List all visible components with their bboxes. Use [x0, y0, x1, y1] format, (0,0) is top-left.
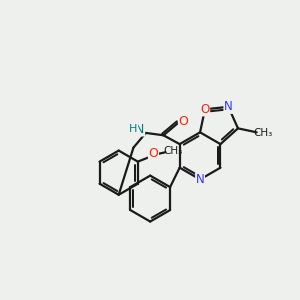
Text: CH₃: CH₃: [164, 146, 183, 156]
Text: O: O: [148, 147, 158, 160]
Text: N: N: [196, 173, 204, 186]
Text: CH₃: CH₃: [254, 128, 273, 138]
Text: N: N: [135, 123, 145, 136]
Text: H: H: [129, 124, 138, 134]
Text: O: O: [178, 115, 188, 128]
Text: N: N: [224, 100, 233, 113]
Text: O: O: [200, 103, 210, 116]
